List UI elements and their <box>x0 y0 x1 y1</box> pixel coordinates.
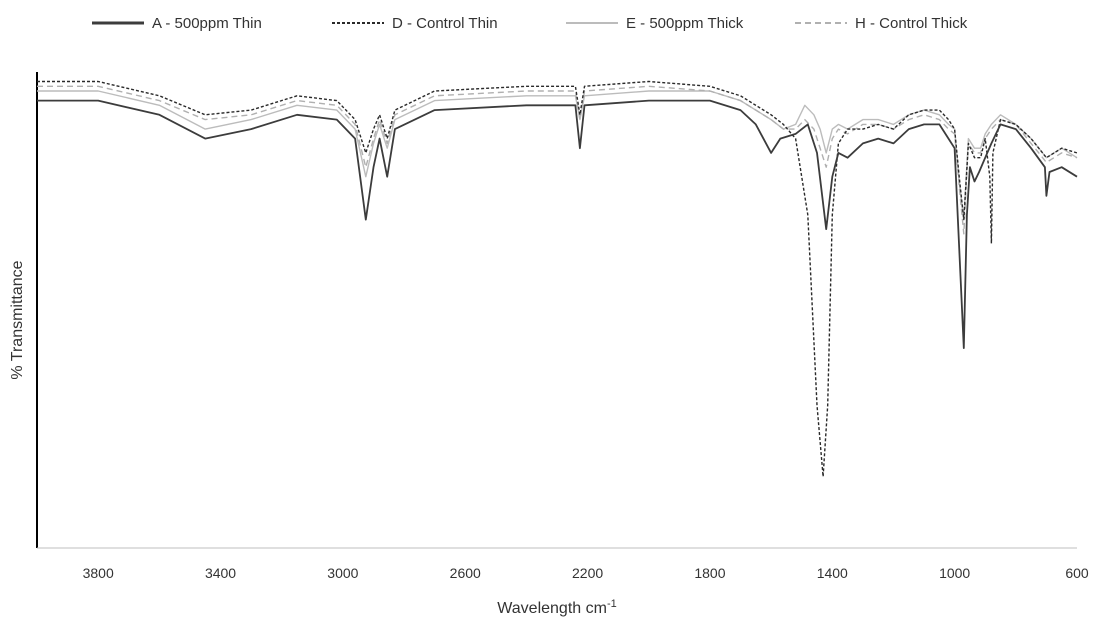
legend-label-1: A - 500ppm Thin <box>152 15 262 32</box>
x-axis-title-text: Wavelength cm <box>497 600 607 617</box>
x-tick-label: 1800 <box>694 565 725 581</box>
series-line-3 <box>37 90 1078 221</box>
series-line-2 <box>37 80 1078 478</box>
plot-area: 3800 3400 3000 2600 2200 1800 1400 1000 600 <box>36 72 1089 581</box>
x-tick-label: 3400 <box>205 565 236 581</box>
y-axis-title: % Transmittance <box>9 260 26 379</box>
series-line-4 <box>37 85 1078 235</box>
x-tick-label: 2600 <box>450 565 481 581</box>
x-axis-title-superscript: -1 <box>607 598 617 610</box>
legend-label-4: H - Control Thick <box>855 15 968 32</box>
series-lines <box>37 80 1078 478</box>
x-tick-label: 600 <box>1065 565 1089 581</box>
x-tick-label: 3000 <box>327 565 358 581</box>
x-tick-label: 1400 <box>817 565 848 581</box>
x-tick-label: 3800 <box>83 565 114 581</box>
legend-label-2: D - Control Thin <box>392 15 498 32</box>
x-tick-labels: 3800 3400 3000 2600 2200 1800 1400 1000 600 <box>83 565 1089 581</box>
x-tick-label: 1000 <box>939 565 970 581</box>
x-tick-label: 2200 <box>572 565 603 581</box>
legend-label-3: E - 500ppm Thick <box>626 15 744 32</box>
series-line-1 <box>37 99 1078 349</box>
legend: A - 500ppm Thin D - Control Thin E - 500pp… <box>92 15 968 32</box>
x-axis-title: Wavelength cm-1 <box>497 598 616 617</box>
